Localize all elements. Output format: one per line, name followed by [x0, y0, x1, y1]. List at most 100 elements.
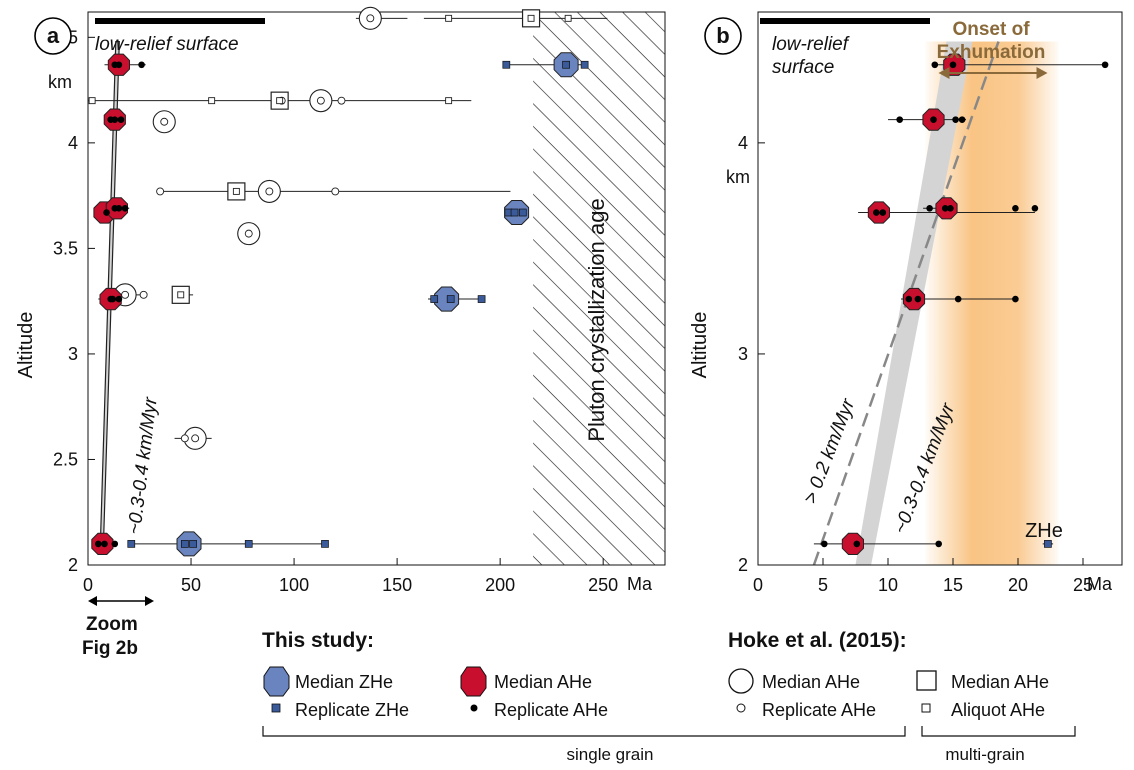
replicate-zhe-point — [1044, 540, 1052, 548]
median-ahe-point — [902, 287, 926, 311]
aliquot-ahe-point — [177, 291, 185, 299]
replicate-ahe-point — [941, 204, 949, 212]
x-tick-label-a: 50 — [181, 575, 201, 595]
panel-label-b: b — [716, 23, 729, 48]
axes-b: 0 5 10 15 20 25 2 3 4 — [738, 133, 1093, 595]
hoke-replicate-ahe-point — [191, 434, 200, 443]
replicate-ahe-point — [958, 116, 966, 123]
surface-label-b: low-relief — [772, 34, 850, 55]
pluton-hatch-area — [533, 12, 665, 565]
replicate-ahe-point — [821, 540, 828, 548]
x-unit-b: Ma — [1087, 574, 1113, 594]
x-tick-label-b: 0 — [753, 575, 763, 595]
pluton-label: Pluton crystallization age — [584, 198, 609, 441]
replicate-ahe-point — [111, 540, 119, 548]
replicate-zhe-point — [510, 208, 519, 217]
replicate-zhe-point — [580, 60, 589, 69]
range-lines-a — [88, 17, 608, 545]
replicate-ahe-point — [103, 209, 110, 216]
legend-median-ahe-icon — [460, 666, 487, 697]
replicate-zhe-point — [562, 60, 570, 69]
replicate-zhe-point — [446, 295, 455, 303]
y-tick-label-a: 4 — [68, 133, 78, 153]
x-tick-label-b: 25 — [1073, 575, 1093, 595]
replicate-ahe-point — [1031, 204, 1039, 212]
aliquot-ahe-point — [88, 97, 96, 105]
replicate-ahe-point — [926, 204, 933, 212]
replicate-ahe-point — [101, 540, 108, 548]
legend-replicate-ahe: Replicate AHe — [494, 700, 608, 720]
legend-hoke-median-ahe-icon — [728, 668, 754, 694]
replicate-ahe-point — [949, 61, 957, 69]
x-tick-label-a: 0 — [83, 575, 93, 595]
multi-grain-bracket — [921, 726, 1076, 737]
legend-title-hoke: Hoke et al. (2015): — [728, 629, 907, 652]
hoke-replicate-ahe-point — [316, 96, 325, 105]
aliquot-ahe-point — [208, 97, 216, 105]
x-tick-label-a: 150 — [382, 575, 412, 595]
aliquot-ahe-point — [527, 14, 535, 22]
replicate-zhe-point — [181, 540, 189, 548]
legend-median-ahe: Median AHe — [494, 672, 592, 692]
onset-arrow-head-left — [938, 67, 950, 79]
replicate-zhe-point — [189, 540, 197, 548]
replicate-ahe-point — [879, 209, 887, 216]
y-tick-label-a: 2 — [68, 555, 78, 575]
legend-replicate-zhe: Replicate ZHe — [295, 700, 409, 720]
replicate-ahe-point — [115, 204, 123, 212]
y-tick-label-a: 2.5 — [53, 449, 78, 469]
legend: This study: Hoke et al. (2015): Median Z… — [262, 629, 1076, 764]
replicate-zhe-point — [477, 295, 486, 303]
median-ahe-point — [841, 532, 864, 555]
replicate-ahe-point — [931, 61, 939, 69]
data-marks-a — [88, 6, 589, 557]
replicate-ahe-point — [95, 540, 102, 548]
zoom-label: Zoom — [86, 614, 138, 635]
replicate-ahe-point — [1012, 295, 1019, 303]
zoom-label-2: Fig 2b — [82, 638, 138, 659]
x-tick-label-a: 100 — [279, 575, 309, 595]
multi-grain-label: multi-grain — [945, 745, 1024, 764]
x-tick-label-b: 10 — [878, 575, 898, 595]
hoke-replicate-ahe-point — [180, 434, 189, 443]
median-zhe-point — [434, 286, 460, 312]
legend-hoke-median-mg: Median AHe — [951, 672, 1049, 692]
x-tick-label-b: 15 — [943, 575, 963, 595]
hoke-replicate-ahe-point — [265, 187, 274, 196]
aliquot-ahe-point — [276, 97, 284, 105]
aliquot-ahe-point — [232, 187, 240, 195]
replicate-ahe-point — [952, 116, 959, 123]
panel-label-a: a — [47, 23, 60, 48]
replicate-zhe-point — [127, 540, 136, 548]
replicate-ahe-point — [914, 295, 922, 303]
replicate-ahe-point — [905, 295, 913, 303]
replicate-ahe-point — [930, 116, 937, 123]
legend-aliquot-ahe: Aliquot AHe — [951, 700, 1045, 720]
replicate-ahe-point — [117, 116, 125, 123]
x-tick-label-b: 5 — [818, 575, 828, 595]
replicate-ahe-point — [1012, 204, 1019, 212]
replicate-ahe-point — [115, 295, 123, 303]
panel-b: 0 5 10 15 20 25 2 3 4 low-relief surface b Onset… — [689, 11, 1123, 595]
replicate-ahe-point — [121, 204, 129, 212]
replicate-ahe-point — [935, 540, 942, 548]
hoke-replicate-ahe-point — [366, 14, 375, 23]
aliquot-ahe-point — [445, 97, 453, 105]
data-marks-b — [821, 53, 1109, 555]
aliquot-ahe-point — [564, 14, 572, 22]
surface-label-b-2: surface — [772, 57, 834, 78]
legend-replicate-zhe-icon — [271, 703, 281, 713]
replicate-ahe-point — [1101, 61, 1109, 69]
replicate-zhe-point — [518, 208, 527, 217]
legend-hoke-median-mg-icon — [916, 670, 937, 691]
replicate-ahe-point — [954, 295, 962, 303]
hoke-replicate-ahe-point — [160, 117, 169, 126]
ylabel-b: Altitude — [689, 312, 711, 379]
zoom-indicator: Zoom Fig 2b — [82, 596, 154, 659]
median-zhe-point — [176, 531, 202, 557]
legend-aliquot-ahe-icon — [921, 703, 931, 713]
onset-label-2: Exhumation — [937, 42, 1046, 63]
onset-arrow-head-right — [1036, 67, 1048, 79]
